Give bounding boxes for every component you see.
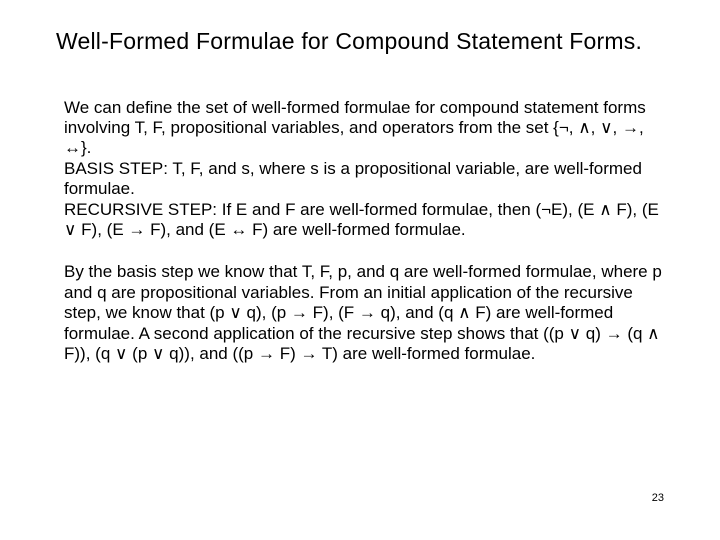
slide-title: Well-Formed Formulae for Compound Statem… <box>56 28 672 56</box>
slide-body: We can define the set of well-formed for… <box>64 98 672 365</box>
paragraph-1: We can define the set of well-formed for… <box>64 98 672 241</box>
slide: Well-Formed Formulae for Compound Statem… <box>0 0 720 540</box>
paragraph-2: By the basis step we know that T, F, p, … <box>64 262 672 364</box>
page-number: 23 <box>652 492 664 504</box>
